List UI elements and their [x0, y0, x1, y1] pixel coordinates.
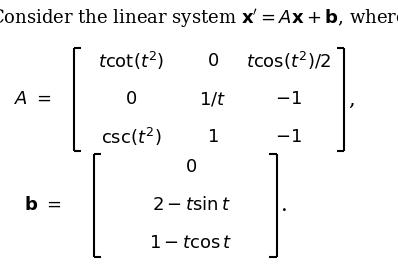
Text: Consider the linear system $\mathbf{x}' = A\mathbf{x} + \mathbf{b}$, where: Consider the linear system $\mathbf{x}' … [0, 7, 398, 30]
Text: $A\ =$: $A\ =$ [14, 90, 52, 108]
Text: $-1$: $-1$ [275, 90, 302, 108]
Text: $\csc(t^2)$: $\csc(t^2)$ [101, 126, 162, 149]
Text: $1$: $1$ [207, 128, 219, 146]
Text: $\mathbf{b}\ =$: $\mathbf{b}\ =$ [24, 196, 62, 214]
Text: $1 - t\cos t$: $1 - t\cos t$ [149, 234, 233, 252]
Text: ,: , [348, 90, 355, 109]
Text: .: . [281, 196, 287, 215]
Text: $2 - t\sin t$: $2 - t\sin t$ [152, 196, 230, 214]
Text: $t\cos(t^2)/2$: $t\cos(t^2)/2$ [246, 50, 331, 72]
Text: $0$: $0$ [185, 158, 197, 176]
Text: $t\cot(t^2)$: $t\cot(t^2)$ [98, 50, 164, 72]
Text: $0$: $0$ [125, 90, 137, 108]
Text: $-1$: $-1$ [275, 128, 302, 146]
Text: $1/t$: $1/t$ [199, 90, 226, 108]
Text: $0$: $0$ [207, 52, 219, 70]
